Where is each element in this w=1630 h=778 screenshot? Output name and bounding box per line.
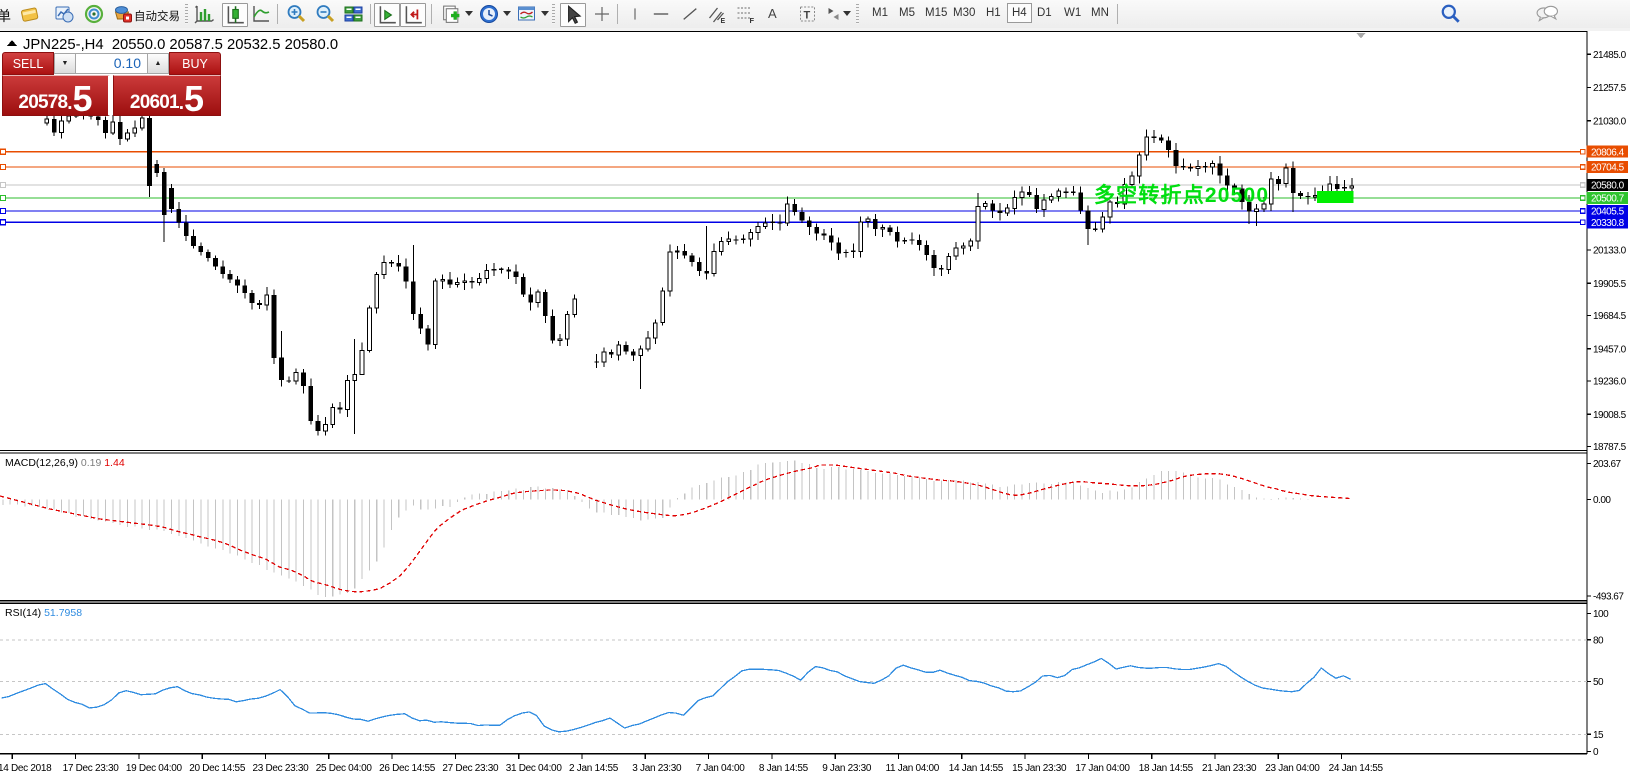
svg-text:50: 50 bbox=[1593, 677, 1604, 688]
svg-text:21257.5: 21257.5 bbox=[1593, 83, 1627, 94]
svg-text:JPN225-,H4 20550.0 20587.5 20: JPN225-,H4 20550.0 20587.5 20532.5 20580… bbox=[23, 37, 338, 53]
svg-text:26 Dec 14:55: 26 Dec 14:55 bbox=[379, 763, 436, 774]
svg-text:23 Jan 04:00: 23 Jan 04:00 bbox=[1265, 763, 1320, 774]
svg-text:多空转折点20500: 多空转折点20500 bbox=[1094, 183, 1268, 207]
svg-text:17 Jan 04:00: 17 Jan 04:00 bbox=[1075, 763, 1130, 774]
svg-text:24 Jan 14:55: 24 Jan 14:55 bbox=[1329, 763, 1384, 774]
svg-text:0.00: 0.00 bbox=[1593, 495, 1611, 506]
svg-text:20500.7: 20500.7 bbox=[1591, 194, 1625, 205]
svg-text:E: E bbox=[721, 18, 726, 24]
svg-text:19457.0: 19457.0 bbox=[1593, 344, 1627, 355]
svg-text:11 Jan 04:00: 11 Jan 04:00 bbox=[886, 763, 940, 774]
svg-text:14 Jan 14:55: 14 Jan 14:55 bbox=[949, 763, 1004, 774]
svg-text:MACD(12,26,9) 0.19 1.44: MACD(12,26,9) 0.19 1.44 bbox=[5, 457, 125, 469]
svg-text:17 Dec 23:30: 17 Dec 23:30 bbox=[63, 763, 120, 774]
svg-text:18 Jan 14:55: 18 Jan 14:55 bbox=[1139, 763, 1194, 774]
svg-text:20580.0: 20580.0 bbox=[1591, 181, 1625, 192]
svg-text:19905.5: 19905.5 bbox=[1593, 279, 1627, 290]
svg-text:19 Dec 04:00: 19 Dec 04:00 bbox=[126, 763, 183, 774]
svg-text:21485.0: 21485.0 bbox=[1593, 50, 1627, 61]
svg-text:19008.5: 19008.5 bbox=[1593, 410, 1627, 421]
svg-text:20405.5: 20405.5 bbox=[1591, 207, 1625, 218]
svg-text:21030.0: 21030.0 bbox=[1593, 116, 1627, 127]
svg-text:7 Jan 04:00: 7 Jan 04:00 bbox=[696, 763, 746, 774]
svg-text:20704.5: 20704.5 bbox=[1591, 163, 1625, 174]
svg-text:100: 100 bbox=[1593, 609, 1609, 620]
svg-text:-493.67: -493.67 bbox=[1593, 592, 1624, 603]
svg-text:20806.4: 20806.4 bbox=[1591, 147, 1625, 158]
svg-text:T: T bbox=[804, 10, 811, 22]
svg-text:19684.5: 19684.5 bbox=[1593, 311, 1627, 322]
svg-text:203.67: 203.67 bbox=[1593, 459, 1622, 470]
svg-text:8 Jan 14:55: 8 Jan 14:55 bbox=[759, 763, 809, 774]
svg-text:18787.5: 18787.5 bbox=[1593, 442, 1627, 453]
svg-text:0: 0 bbox=[1593, 747, 1599, 758]
svg-text:9 Jan 23:30: 9 Jan 23:30 bbox=[822, 763, 872, 774]
svg-text:19236.0: 19236.0 bbox=[1593, 377, 1627, 388]
svg-text:21 Jan 23:30: 21 Jan 23:30 bbox=[1202, 763, 1257, 774]
svg-text:2 Jan 14:55: 2 Jan 14:55 bbox=[569, 763, 619, 774]
svg-text:15 Jan 23:30: 15 Jan 23:30 bbox=[1012, 763, 1067, 774]
svg-text:15: 15 bbox=[1593, 730, 1604, 741]
svg-text:25 Dec 04:00: 25 Dec 04:00 bbox=[316, 763, 373, 774]
svg-text:31 Dec 04:00: 31 Dec 04:00 bbox=[506, 763, 563, 774]
svg-text:80: 80 bbox=[1593, 635, 1604, 646]
svg-text:27 Dec 23:30: 27 Dec 23:30 bbox=[442, 763, 499, 774]
svg-text:20 Dec 14:55: 20 Dec 14:55 bbox=[189, 763, 246, 774]
svg-text:3 Jan 23:30: 3 Jan 23:30 bbox=[632, 763, 682, 774]
svg-text:20133.0: 20133.0 bbox=[1593, 246, 1627, 257]
svg-text:14 Dec 2018: 14 Dec 2018 bbox=[0, 763, 52, 774]
svg-text:RSI(14) 51.7958: RSI(14) 51.7958 bbox=[5, 607, 82, 619]
svg-text:F: F bbox=[750, 16, 755, 24]
svg-text:23 Dec 23:30: 23 Dec 23:30 bbox=[253, 763, 310, 774]
svg-text:20330.8: 20330.8 bbox=[1591, 218, 1625, 229]
